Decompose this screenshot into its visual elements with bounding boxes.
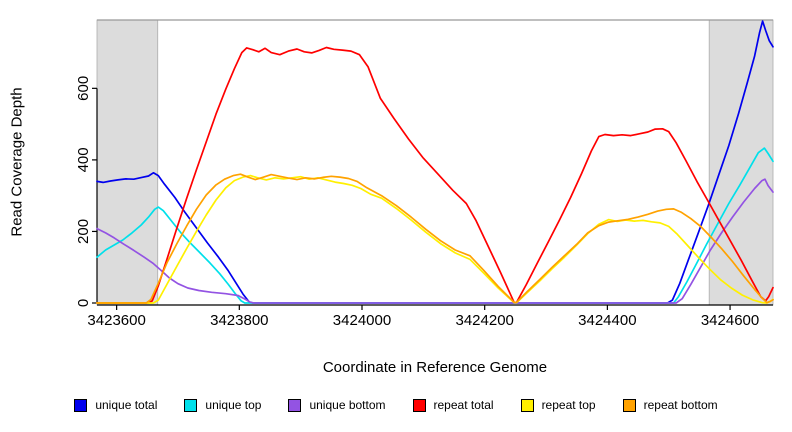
series-line-repeat-total: [96, 46, 774, 304]
legend-item-unique-top: unique top: [184, 398, 261, 412]
x-tick-label: 3424200: [455, 312, 513, 329]
legend-swatch-repeat-top: [520, 398, 534, 412]
y-axis-title: Read Coverage Depth: [8, 87, 26, 237]
legend: unique total unique top unique bottom repea…: [0, 398, 792, 412]
coverage-plot-svg: 3423600 3423800 3424000 3424200 3424400 34246…: [75, 19, 774, 329]
legend-swatch-repeat-total: [412, 398, 426, 412]
legend-label-repeat-total: repeat total: [433, 398, 494, 412]
series-line-repeat-bottom: [96, 173, 774, 304]
legend-swatch-unique-bottom: [288, 398, 302, 412]
x-tick-label: 3424400: [578, 312, 636, 329]
series-line-unique-total: [96, 20, 774, 304]
shaded-region-left: [96, 19, 159, 306]
y-tick-label: 0: [75, 299, 92, 307]
x-tick-label: 3424000: [333, 312, 391, 329]
series-line-unique-top: [96, 147, 774, 304]
shaded-region-right: [708, 19, 774, 306]
x-tick-label: 3424600: [701, 312, 759, 329]
legend-item-unique-bottom: unique bottom: [288, 398, 386, 412]
series-line-repeat-top: [96, 174, 774, 304]
series-line-unique-bottom: [96, 178, 774, 304]
legend-label-repeat-bottom: repeat bottom: [643, 398, 718, 412]
y-tick-label: 600: [75, 76, 92, 101]
legend-swatch-unique-total: [74, 398, 88, 412]
legend-swatch-unique-top: [184, 398, 198, 412]
x-axis-title: Coordinate in Reference Genome: [322, 359, 548, 376]
legend-item-repeat-top: repeat top: [520, 398, 596, 412]
legend-swatch-repeat-bottom: [622, 398, 636, 412]
y-tick-label: 200: [75, 219, 92, 244]
y-tick-label: 400: [75, 147, 92, 172]
x-tick-label: 3423600: [87, 312, 145, 329]
chart-canvas: 3423600 3423800 3424000 3424200 3424400 34246…: [75, 19, 774, 329]
legend-item-repeat-bottom: repeat bottom: [622, 398, 718, 412]
legend-label-repeat-top: repeat top: [541, 398, 596, 412]
x-tick-label: 3423800: [210, 312, 268, 329]
legend-item-unique-total: unique total: [74, 398, 157, 412]
legend-item-repeat-total: repeat total: [412, 398, 494, 412]
legend-label-unique-bottom: unique bottom: [309, 398, 386, 412]
legend-label-unique-total: unique total: [95, 398, 158, 412]
legend-label-unique-top: unique top: [205, 398, 262, 412]
